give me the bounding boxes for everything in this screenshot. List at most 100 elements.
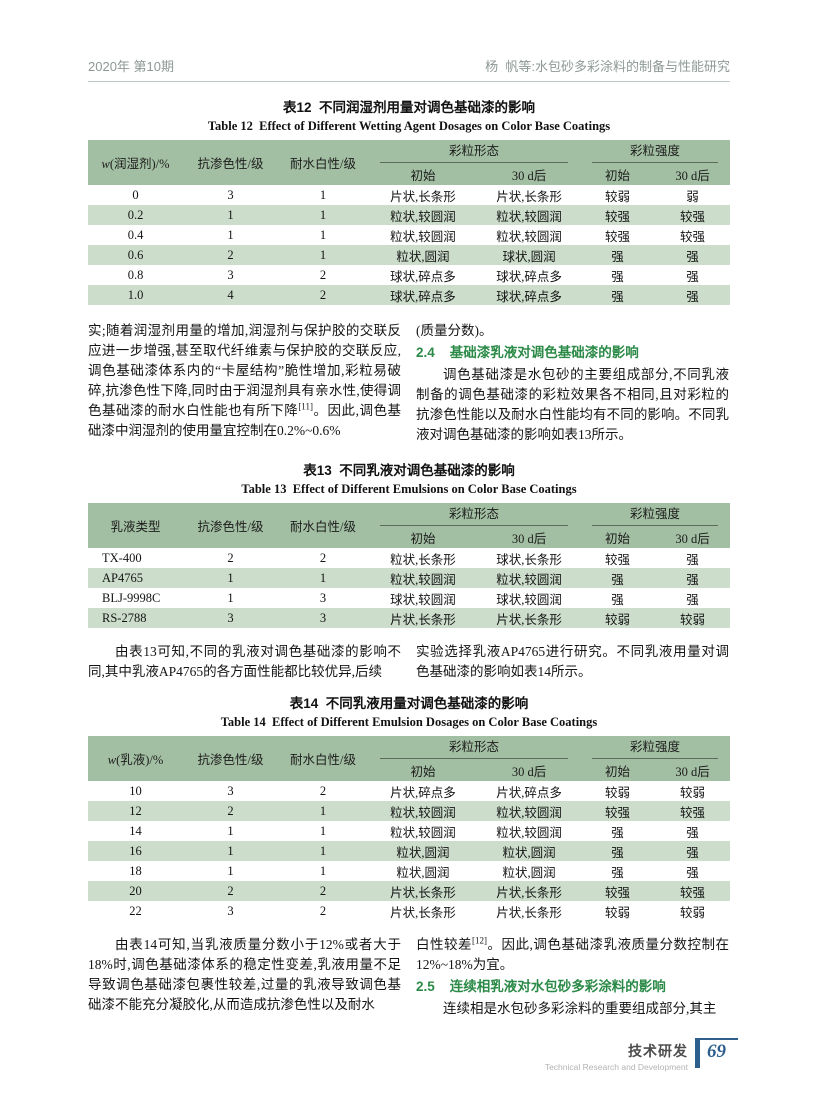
table-cell: 20 [129, 883, 142, 898]
table-cell: 较弱 [680, 612, 706, 627]
running-header: 2020年 第10期 杨 帆等:水包砂多彩涂料的制备与性能研究 [88, 56, 730, 82]
table-cell: 较强 [680, 805, 706, 820]
table-cell: 2 [319, 783, 327, 798]
table-cell: 1 [227, 227, 234, 242]
table-cell: 1 [319, 187, 327, 202]
table-row: 10 3 2 片状,碎点多 片状,碎点多 较弱 较弱 [88, 781, 730, 801]
table14-header: w(乳液)/% 抗渗色性/级 耐水白性/级 彩粒形态 彩粒强度 初始 30 d后… [88, 736, 731, 781]
table14: w(乳液)/% 抗渗色性/级 耐水白性/级 彩粒形态 彩粒强度 初始 30 d后… [88, 736, 731, 921]
table-cell: 强 [611, 825, 624, 840]
text-section-3: 由表14可知,当乳液质量分数小于12%或者大于18%时,调色基础漆体系的稳定性变… [88, 935, 730, 1019]
table-cell: BLJ-9998C [102, 590, 161, 605]
table-cell: 片状,长条形 [390, 612, 456, 627]
table-row: 18 1 1 粒状,圆润 粒状,圆润 强 强 [88, 861, 730, 881]
col-header: w(乳液)/% [88, 736, 183, 781]
sub-header: 30 d后 [478, 163, 581, 185]
table-cell: 球状,长条形 [496, 552, 562, 567]
table12: w(润湿剂)/% 抗渗色性/级 耐水白性/级 彩粒形态 彩粒强度 初始 30 d… [88, 140, 731, 305]
text-column-left: 由表14可知,当乳液质量分数小于12%或者大于18%时,调色基础漆体系的稳定性变… [88, 935, 401, 1019]
table12-title-en: Table 12 Effect of Different Wetting Age… [207, 119, 611, 133]
table-cell: 球状,碎点多 [496, 289, 562, 304]
group-header: 彩粒强度 [580, 140, 731, 163]
sub-header: 初始 [580, 526, 656, 548]
table-cell: 强 [686, 552, 699, 567]
table13-block: 表13 不同乳液对调色基础漆的影响 Table 13 Effect of Dif… [88, 459, 731, 628]
col-header: 耐水白性/级 [278, 140, 368, 185]
table-cell: 粒状,圆润 [396, 249, 450, 264]
table-cell: 强 [686, 289, 699, 304]
sub-header: 初始 [368, 163, 478, 185]
table-cell: 1 [227, 823, 234, 838]
page-footer: 技术研发 Technical Research and Development … [545, 1038, 738, 1072]
table-cell: 球状,碎点多 [496, 269, 562, 284]
table-cell: 0.8 [127, 267, 144, 282]
table-cell: 强 [611, 289, 624, 304]
table-cell: 强 [611, 572, 624, 587]
col-header: 乳液类型 [88, 503, 183, 548]
table-cell: 片状,长条形 [496, 905, 562, 920]
group-header: 彩粒形态 [368, 140, 581, 163]
table14-title-en: Table 14 Effect of Different Emulsion Do… [220, 715, 598, 729]
group-header: 彩粒强度 [580, 503, 731, 526]
paragraph: 实验选择乳液AP4765进行研究。不同乳液用量对调色基础漆的影响如表14所示。 [416, 644, 729, 679]
table-cell: 片状,长条形 [496, 885, 562, 900]
col-header: 抗渗色性/级 [183, 736, 278, 781]
table-cell: 片状,碎点多 [496, 785, 562, 800]
table-cell: 3 [319, 610, 327, 625]
col-header: w(润湿剂)/% [88, 140, 183, 185]
table12-title-cn: 表12 不同润湿剂用量对调色基础漆的影响 [282, 100, 536, 115]
group-header: 彩粒形态 [368, 503, 581, 526]
table-cell: 强 [686, 269, 699, 284]
paragraph: 调色基础漆是水包砂的主要组成部分,不同乳液制备的调色基础漆的彩粒效果各不相同,且… [416, 367, 729, 442]
table12-block: 表12 不同润湿剂用量对调色基础漆的影响 Table 12 Effect of … [88, 96, 731, 305]
table14-block: 表14 不同乳液用量对调色基础漆的影响 Table 14 Effect of D… [88, 692, 731, 921]
table-cell: 强 [686, 845, 699, 860]
table-cell: 粒状,较圆润 [496, 572, 562, 587]
table-cell: 2 [227, 803, 234, 818]
table-cell: 较强 [605, 885, 631, 900]
page-number: 69 [695, 1038, 738, 1068]
table-row: BLJ-9998C 1 3 球状,较圆润 球状,较圆润 强 强 [88, 588, 730, 608]
sub-header: 初始 [580, 163, 656, 185]
table-cell: 1 [319, 863, 327, 878]
paragraph: 白性较差[12]。因此,调色基础漆乳液质量分数控制在12%~18%为宜。 [416, 935, 730, 972]
table-cell: 粒状,较圆润 [390, 209, 456, 224]
table-cell: 1 [319, 570, 327, 585]
table-row: 1.0 4 2 球状,碎点多 球状,碎点多 强 强 [88, 285, 731, 305]
table-cell: AP4765 [102, 570, 143, 585]
text-column-left: 由表13可知,不同的乳液对调色基础漆的影响不同,其中乳液AP4765的各方面性能… [88, 642, 401, 682]
table-cell: 较强 [680, 885, 706, 900]
table-cell: 强 [686, 865, 699, 880]
table14-title-cn: 表14 不同乳液用量对调色基础漆的影响 [289, 696, 529, 711]
table-cell: 0 [132, 187, 139, 202]
table-row: 0.8 3 2 球状,碎点多 球状,碎点多 强 强 [88, 265, 730, 285]
table-cell: 粒状,圆润 [502, 865, 556, 880]
table-cell: 3 [227, 903, 234, 918]
table-row: 16 1 1 粒状,圆润 粒状,圆润 强 强 [88, 841, 731, 861]
table-cell: 2 [319, 883, 327, 898]
sub-header: 初始 [368, 526, 478, 548]
group-header: 彩粒强度 [580, 736, 731, 759]
table-row: 0 3 1 片状,长条形 片状,长条形 较弱 弱 [88, 185, 730, 205]
citation-ref: [12] [472, 935, 488, 946]
table-cell: 强 [611, 269, 624, 284]
table-row: 22 3 2 片状,长条形 片状,长条形 较弱 较弱 [88, 901, 730, 921]
table-cell: 3 [227, 187, 234, 202]
table-cell: 弱 [686, 189, 699, 204]
text-section-1: 实;随着润湿剂用量的增加,润湿剂与保护胶的交联反应进一步增强,甚至取代纤维素与保… [88, 321, 730, 445]
table-cell: 3 [319, 590, 327, 605]
table-cell: 较弱 [605, 612, 631, 627]
table-cell: 片状,长条形 [496, 612, 562, 627]
table12-header: w(润湿剂)/% 抗渗色性/级 耐水白性/级 彩粒形态 彩粒强度 初始 30 d… [88, 140, 731, 185]
table-cell: 粒状,圆润 [502, 845, 556, 860]
table-cell: 片状,长条形 [390, 885, 456, 900]
section-heading-2-4: 2.4 基础漆乳液对调色基础漆的影响 [416, 345, 639, 360]
section-heading-2-5: 2.5 连续相乳液对水包砂多彩涂料的影响 [416, 979, 666, 994]
table-cell: 较弱 [605, 905, 631, 920]
table-cell: 2 [319, 287, 327, 302]
table-cell: 1 [319, 207, 327, 222]
table-cell: 粒状,较圆润 [496, 825, 562, 840]
table-cell: 1 [319, 227, 327, 242]
table-cell: 较弱 [680, 785, 706, 800]
table-cell: 强 [686, 592, 699, 607]
